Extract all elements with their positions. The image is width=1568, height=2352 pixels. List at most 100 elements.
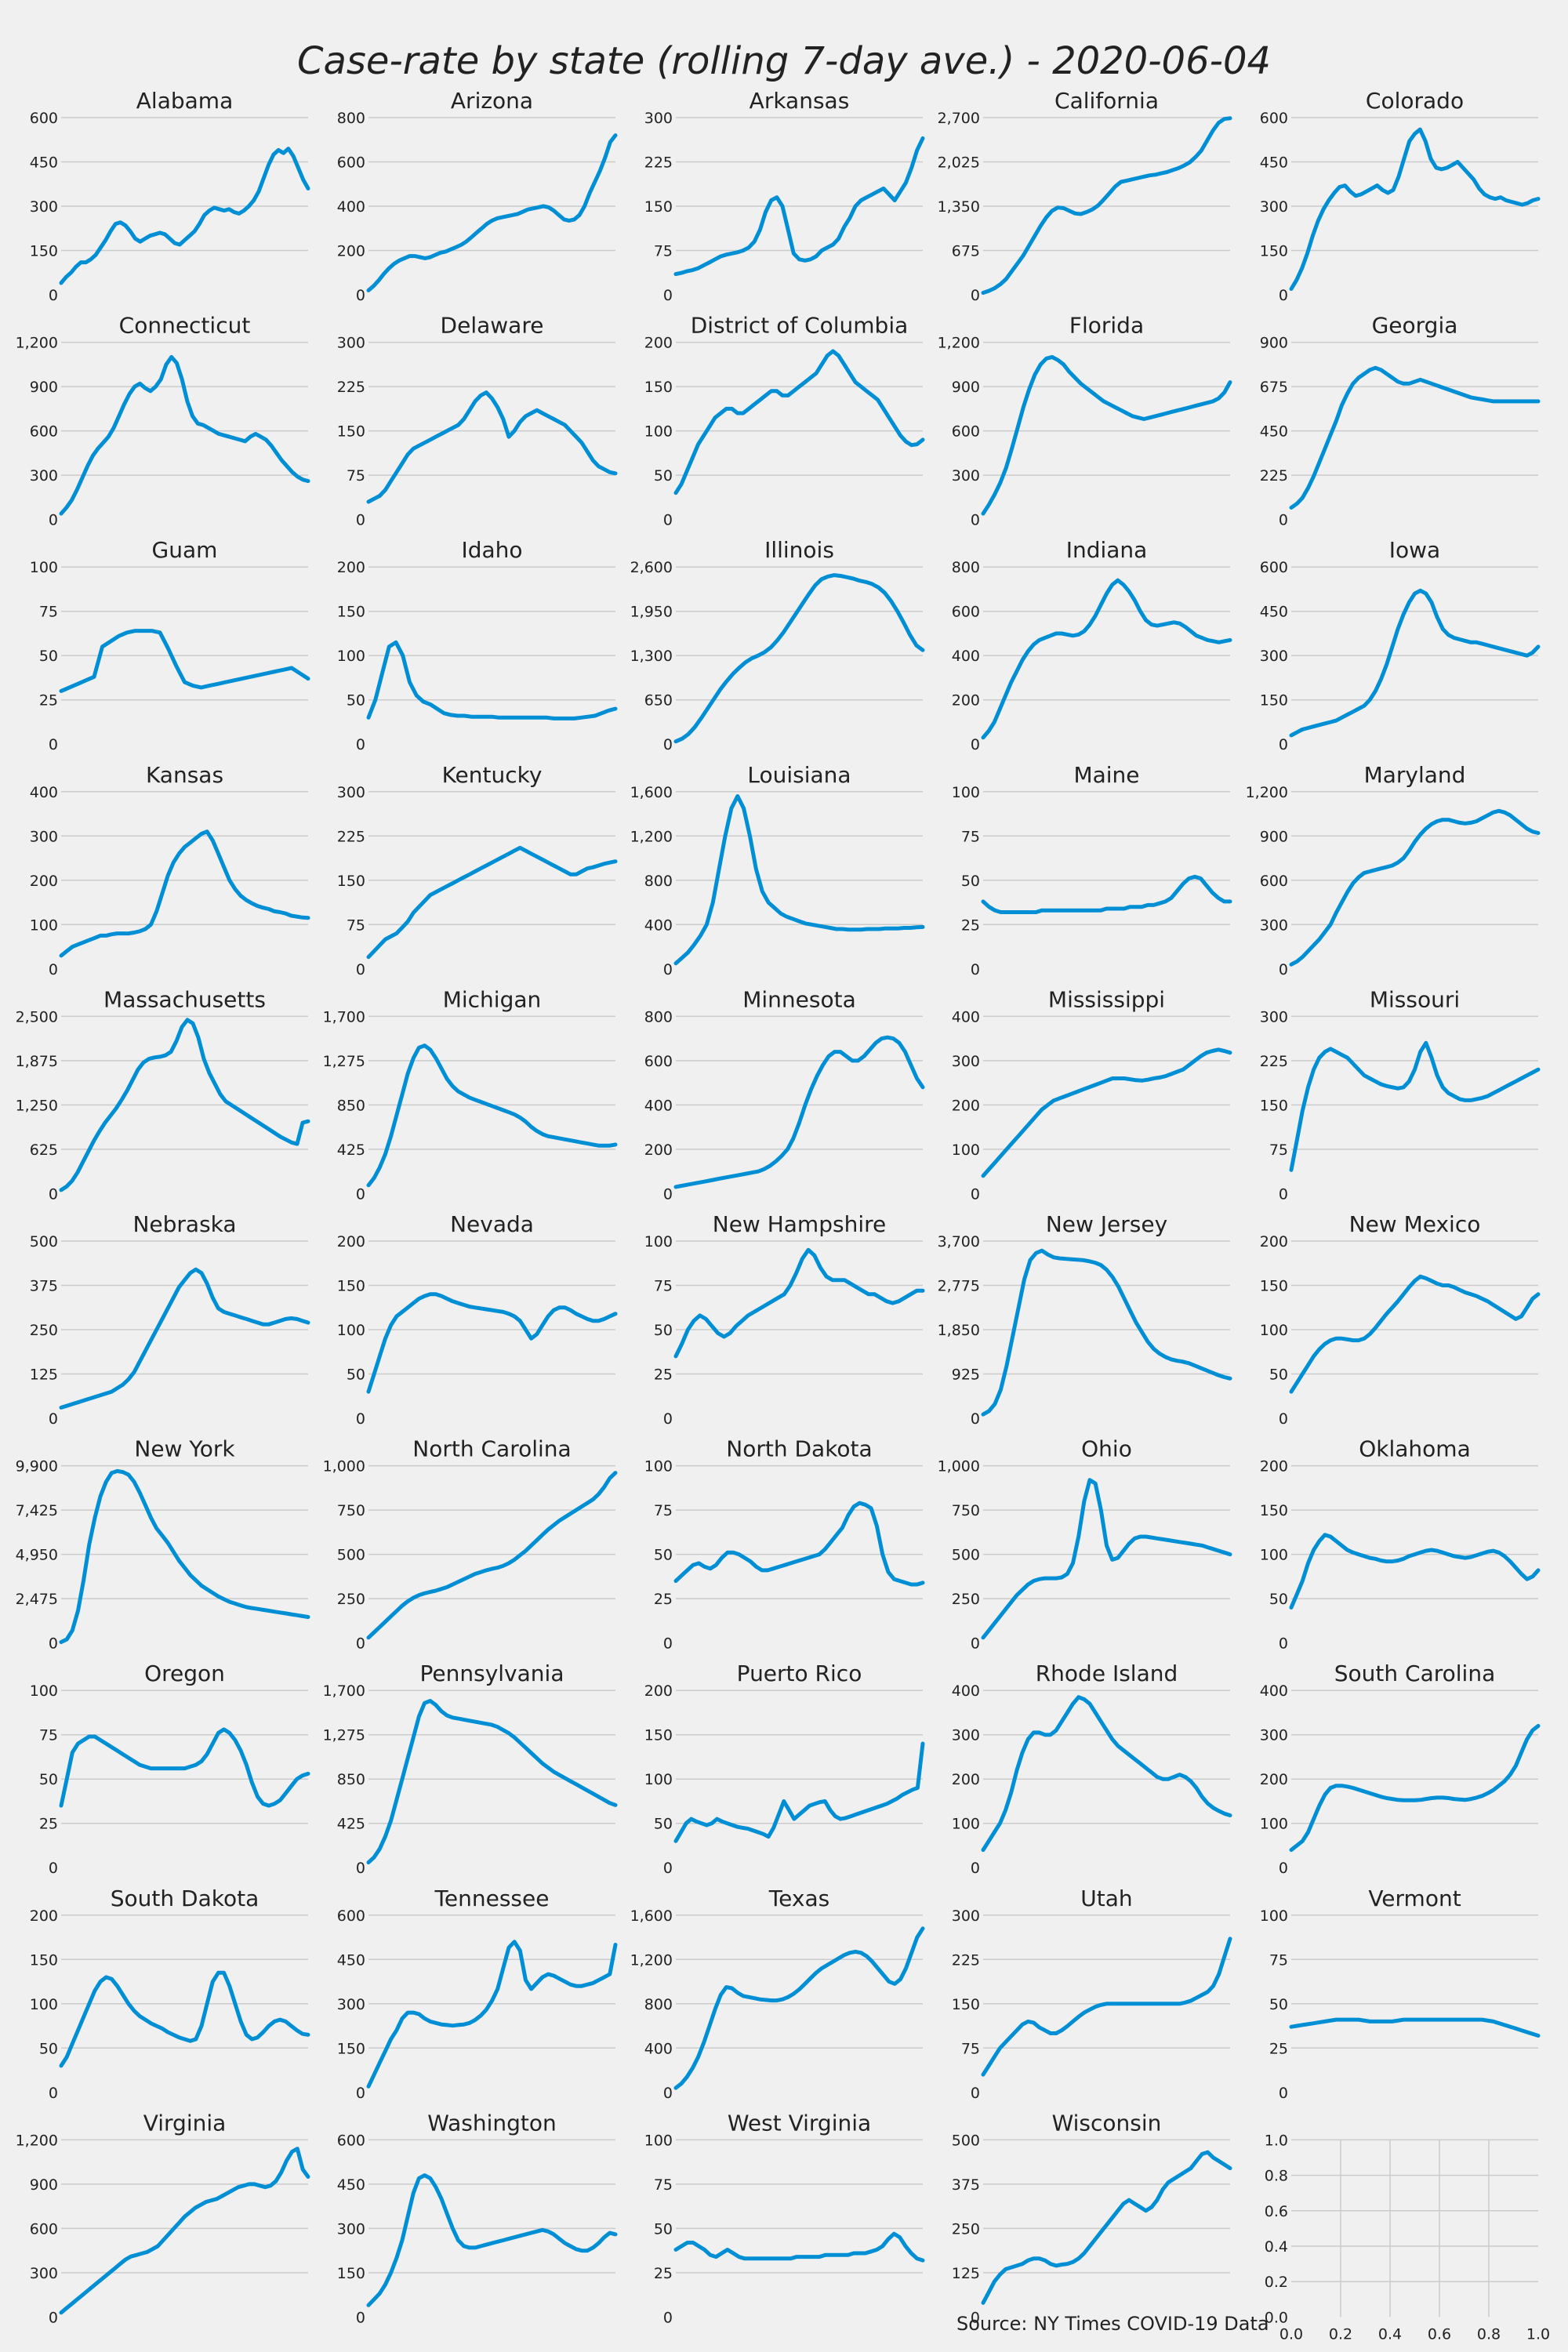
y-tick-label: 1,200: [938, 335, 980, 352]
y-tick-label: 200: [1260, 1233, 1288, 1250]
y-tick-label: 75: [654, 2176, 673, 2194]
panel-nebraska: Nebraska 0 125 250 375 500: [30, 1211, 310, 1428]
y-tick-label: 425: [337, 1816, 365, 1833]
y-tick-label: 0: [971, 1635, 980, 1653]
panel-district-of-columbia: District of Columbia 0 50 100 150 200: [644, 313, 925, 529]
y-tick-label: 900: [30, 2176, 58, 2194]
y-tick-label: 150: [337, 873, 365, 890]
y-tick-label: 600: [644, 1053, 673, 1070]
case-rate-line: [981, 1248, 1232, 1417]
y-tick-label: 200: [644, 335, 673, 352]
panel-title: Florida: [1069, 313, 1144, 339]
y-tick-label: 150: [1260, 243, 1288, 260]
y-tick-label: 375: [952, 2176, 980, 2194]
y-tick-label: 1,275: [323, 1727, 365, 1744]
y-tick-label: 450: [1260, 154, 1288, 172]
case-rate-line: [1289, 1533, 1541, 1610]
panel-empty-axes: 0.0 0.2 0.4 0.6 0.8 1.0 0.0 0.2 0.4 0.6 0.8 1.0: [1265, 2132, 1550, 2343]
panel-title: Connecticut: [119, 313, 251, 339]
y-tick-label: 0: [356, 1860, 365, 1877]
panel-south-carolina: South Carolina 0 100 200 300 400: [1260, 1661, 1541, 1877]
figure-title: Case-rate by state (rolling 7-day ave.) …: [296, 39, 1272, 83]
y-tick-label: 2,775: [938, 1278, 980, 1295]
panel-oregon: Oregon 0 25 50 75 100: [30, 1661, 310, 1877]
case-rate-line: [59, 1468, 310, 1644]
panel-title: Maryland: [1364, 762, 1466, 788]
y-tick-label: 400: [644, 1097, 673, 1114]
panel-title: Texas: [768, 1886, 829, 1911]
y-tick-label: 450: [30, 154, 58, 172]
case-rate-line: [366, 1699, 618, 1865]
y-tick-label: 75: [347, 467, 365, 485]
case-rate-line: [59, 1018, 310, 1192]
panel-new-hampshire: New Hampshire 0 25 50 75 100: [644, 1211, 925, 1428]
panel-delaware: Delaware 0 75 150 225 300: [337, 313, 618, 529]
y-tick-label: 1,850: [938, 1322, 980, 1339]
panel-title: Kentucky: [442, 762, 543, 788]
case-rate-line: [1289, 1040, 1541, 1172]
y-tick-label: 200: [644, 1682, 673, 1700]
y-tick-label: 0: [663, 287, 673, 304]
panel-ohio: Ohio 0 250 500 750 1,000: [938, 1436, 1232, 1653]
y-tick-label: 600: [30, 2220, 58, 2238]
y-tick-label: 900: [1260, 335, 1288, 352]
panel-title: Ohio: [1081, 1436, 1132, 1462]
y-tick-label: 150: [337, 2040, 365, 2057]
panel-idaho: Idaho 0 50 100 150 200: [337, 537, 618, 753]
y-tick-label: 50: [39, 2040, 58, 2057]
x-tick-label: 0.4: [1378, 2325, 1402, 2343]
y-tick-label: 300: [30, 2265, 58, 2282]
y-tick-label: 100: [1260, 1907, 1288, 1925]
y-tick-label: 300: [1260, 1727, 1288, 1744]
y-tick-label: 100: [337, 1322, 365, 1339]
y-tick-label: 225: [337, 828, 365, 845]
y-tick-label: 150: [644, 379, 673, 396]
case-rate-line: [673, 1926, 925, 2090]
case-rate-line: [366, 845, 618, 960]
y-tick-label: 300: [952, 467, 980, 485]
case-rate-line: [1289, 2017, 1541, 2038]
y-tick-label: 600: [952, 604, 980, 621]
case-rate-line: [366, 133, 618, 292]
y-tick-label: 300: [337, 1996, 365, 2013]
case-rate-line: [673, 2231, 925, 2263]
panel-title: New Jersey: [1046, 1211, 1167, 1237]
panel-utah: Utah 0 75 150 225 300: [952, 1886, 1232, 2102]
y-tick-label: 1,700: [323, 1008, 365, 1025]
panel-title: New Hampshire: [713, 1211, 886, 1237]
panel-title: Wisconsin: [1052, 2110, 1162, 2136]
panel-illinois: Illinois 0 650 1,300 1,950 2,600: [630, 537, 925, 753]
y-tick-label: 150: [30, 243, 58, 260]
y-tick-label: 0: [49, 961, 58, 978]
y-tick-label: 200: [952, 1771, 980, 1788]
y-tick-label: 0: [971, 2085, 980, 2102]
y-tick-label: 1,700: [323, 1682, 365, 1700]
panel-west-virginia: West Virginia 0 25 50 75 100: [644, 2110, 925, 2326]
y-tick-label: 0: [663, 961, 673, 978]
panel-wisconsin: Wisconsin 0 125 250 375 500: [952, 2110, 1232, 2326]
y-tick-label: 0: [356, 512, 365, 529]
y-tick-label: 25: [654, 1367, 673, 1384]
panel-connecticut: Connecticut 0 300 600 900 1,200: [16, 313, 310, 529]
y-tick-label: 150: [337, 2265, 365, 2282]
case-rate-line: [59, 1727, 310, 1808]
case-rate-line: [981, 2150, 1232, 2305]
source-note: Source: NY Times COVID-19 Data: [956, 2313, 1269, 2335]
y-tick-label: 0: [1279, 736, 1288, 753]
y-tick-label: 400: [30, 784, 58, 801]
y-tick-label: 500: [30, 1233, 58, 1250]
y-tick-label: 300: [1260, 198, 1288, 216]
panel-nevada: Nevada 0 50 100 150 200: [337, 1211, 618, 1428]
y-tick-label: 100: [1260, 1322, 1288, 1339]
y-tick-label: 300: [1260, 916, 1288, 934]
panel-title: New York: [134, 1436, 235, 1462]
case-rate-line: [673, 794, 925, 966]
panel-florida: Florida 0 300 600 900 1,200: [938, 313, 1232, 529]
y-tick-label: 850: [337, 1097, 365, 1114]
panel-title: Maine: [1073, 762, 1139, 788]
case-rate-line: [1289, 1723, 1541, 1853]
x-tick-label: 0.6: [1428, 2325, 1451, 2343]
panel-michigan: Michigan 0 425 850 1,275 1,700: [323, 986, 618, 1203]
case-rate-line: [981, 1047, 1232, 1178]
